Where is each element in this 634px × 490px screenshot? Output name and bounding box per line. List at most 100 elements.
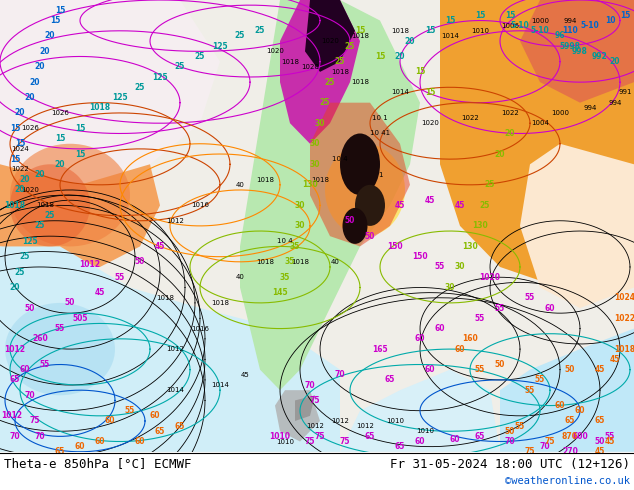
Text: 25: 25 <box>345 42 355 50</box>
Text: 1018: 1018 <box>391 28 409 34</box>
Text: 50: 50 <box>25 303 36 313</box>
Text: 60: 60 <box>150 411 160 420</box>
Text: 45: 45 <box>395 201 405 210</box>
Text: 110: 110 <box>562 26 578 35</box>
Text: 1020: 1020 <box>301 64 319 70</box>
Text: 60: 60 <box>425 365 436 374</box>
Text: 65: 65 <box>365 432 375 441</box>
Text: 1018: 1018 <box>211 300 229 306</box>
Text: 1020: 1020 <box>21 187 39 193</box>
Text: 1018: 1018 <box>291 259 309 265</box>
Text: 50: 50 <box>505 427 515 436</box>
Ellipse shape <box>5 303 115 395</box>
Text: 65: 65 <box>385 375 395 385</box>
Text: 50: 50 <box>135 257 145 267</box>
Text: 40: 40 <box>330 259 339 265</box>
Text: 5-10: 5-10 <box>581 21 599 30</box>
Text: 75: 75 <box>30 416 40 425</box>
Text: 65: 65 <box>175 421 185 431</box>
Text: 1018: 1018 <box>351 33 369 39</box>
Text: 20: 20 <box>10 283 20 292</box>
Text: 130: 130 <box>302 180 318 189</box>
Text: 165: 165 <box>372 344 388 354</box>
Text: ©weatheronline.co.uk: ©weatheronline.co.uk <box>505 476 630 486</box>
Text: 1018: 1018 <box>351 79 369 85</box>
Text: 20: 20 <box>20 175 30 184</box>
Text: 1026: 1026 <box>21 125 39 131</box>
Text: 65: 65 <box>565 416 575 425</box>
Text: 1024: 1024 <box>614 293 634 302</box>
Polygon shape <box>310 103 410 246</box>
Text: 1018: 1018 <box>4 201 25 210</box>
Text: 55: 55 <box>525 293 535 302</box>
Polygon shape <box>520 144 634 308</box>
Text: 70: 70 <box>505 437 515 446</box>
Text: 1014: 1014 <box>441 33 459 39</box>
Text: 50: 50 <box>65 298 75 307</box>
Text: 55: 55 <box>495 303 505 313</box>
Text: 994: 994 <box>583 105 597 111</box>
Text: 45: 45 <box>455 201 465 210</box>
Ellipse shape <box>10 164 90 246</box>
Ellipse shape <box>325 144 405 236</box>
Text: 50: 50 <box>345 216 355 225</box>
Text: 40: 40 <box>236 182 245 188</box>
Text: 75: 75 <box>340 437 350 446</box>
Ellipse shape <box>340 133 380 195</box>
Text: 30: 30 <box>310 139 320 148</box>
Text: 1020: 1020 <box>421 120 439 126</box>
Text: 10 1: 10 1 <box>372 115 388 121</box>
Text: 15: 15 <box>55 6 65 15</box>
Text: 1014: 1014 <box>391 89 409 96</box>
Text: 994: 994 <box>608 99 622 106</box>
Polygon shape <box>340 369 500 452</box>
Text: 270: 270 <box>562 447 578 456</box>
Text: 1018: 1018 <box>614 344 634 354</box>
Text: 35: 35 <box>290 242 300 251</box>
Text: 260: 260 <box>32 334 48 343</box>
Text: 1014: 1014 <box>166 387 184 393</box>
Text: 55: 55 <box>55 324 65 333</box>
Text: 15: 15 <box>355 26 365 35</box>
Text: 55: 55 <box>515 421 525 431</box>
Text: 991: 991 <box>618 89 631 96</box>
Text: 20: 20 <box>15 108 25 118</box>
Text: 5-10: 5-10 <box>510 21 529 30</box>
Text: 125: 125 <box>112 93 128 102</box>
Polygon shape <box>0 246 340 452</box>
Text: 65: 65 <box>155 427 165 436</box>
Text: 870: 870 <box>562 432 578 441</box>
Text: 35: 35 <box>285 257 295 267</box>
Text: 60: 60 <box>545 303 555 313</box>
Text: 50: 50 <box>595 437 605 446</box>
Text: 45: 45 <box>241 372 249 378</box>
Text: 1012: 1012 <box>166 218 184 224</box>
Text: 5-10: 5-10 <box>531 26 550 35</box>
Text: 505: 505 <box>72 314 87 323</box>
Text: 60: 60 <box>415 437 425 446</box>
Text: 60: 60 <box>435 324 445 333</box>
Text: 50: 50 <box>565 365 575 374</box>
Text: 65: 65 <box>10 375 20 385</box>
Text: 45: 45 <box>155 242 165 251</box>
Polygon shape <box>295 395 315 421</box>
Text: 998: 998 <box>572 47 588 56</box>
Text: 15: 15 <box>55 134 65 143</box>
Text: 75: 75 <box>310 396 320 405</box>
Text: 55: 55 <box>525 386 535 394</box>
Text: 45: 45 <box>610 355 620 364</box>
Polygon shape <box>280 0 360 144</box>
Text: 75: 75 <box>314 432 325 441</box>
Text: 15: 15 <box>425 88 435 97</box>
Text: 45: 45 <box>605 437 615 446</box>
Text: 25: 25 <box>320 98 330 107</box>
Text: 1000: 1000 <box>551 110 569 116</box>
Polygon shape <box>305 0 355 72</box>
Text: 20: 20 <box>35 62 45 71</box>
Text: 65: 65 <box>395 442 405 451</box>
Text: 1018: 1018 <box>281 59 299 65</box>
Text: 1018: 1018 <box>311 177 329 183</box>
Text: 20: 20 <box>395 52 405 61</box>
Text: 992: 992 <box>592 52 608 61</box>
Text: 25: 25 <box>15 268 25 276</box>
